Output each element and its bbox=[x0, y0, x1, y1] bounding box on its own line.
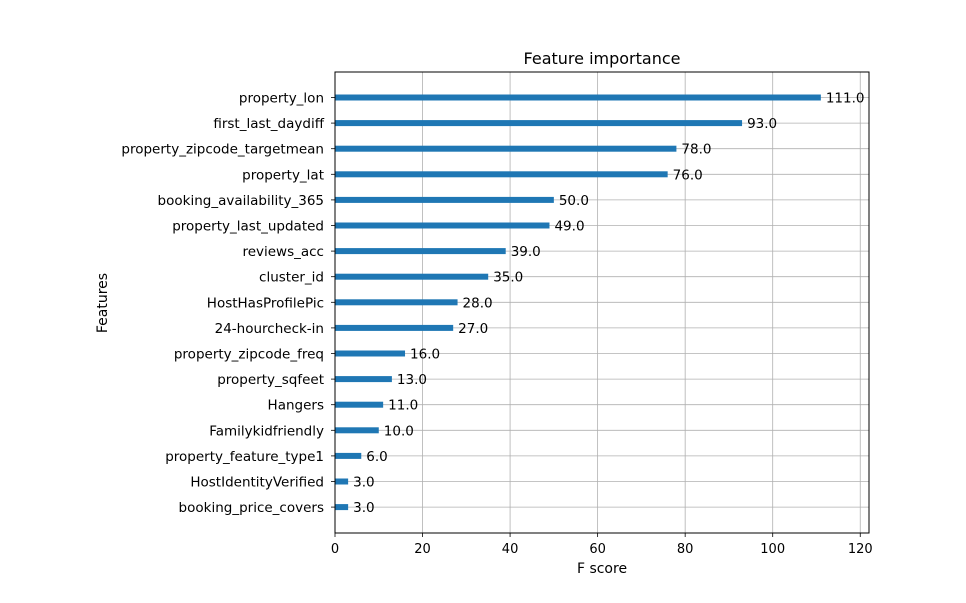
x-tick-label: 100 bbox=[760, 542, 785, 557]
y-tick-label: 24-hourcheck-in bbox=[215, 321, 324, 337]
bar-value-label: 3.0 bbox=[353, 500, 374, 516]
label-layer: property_lon 111.0 first_last_daydiff 93.0 p… bbox=[121, 91, 864, 517]
y-tick-label: first_last_daydiff bbox=[213, 116, 324, 132]
bar bbox=[335, 324, 454, 331]
bar-value-label: 13.0 bbox=[397, 372, 427, 388]
y-tick-label: property_last_updated bbox=[172, 219, 324, 235]
x-tick-label: 60 bbox=[589, 542, 606, 557]
bar bbox=[335, 376, 392, 383]
bar bbox=[335, 427, 379, 434]
y-tick-label: property_zipcode_freq bbox=[174, 347, 324, 363]
x-tick-label: 0 bbox=[331, 542, 339, 557]
y-tick-label: booking_price_covers bbox=[179, 500, 324, 516]
bar bbox=[335, 145, 677, 152]
bar bbox=[335, 222, 550, 229]
bar-layer bbox=[335, 94, 821, 511]
x-tick-label: 80 bbox=[677, 542, 694, 557]
bar bbox=[335, 120, 743, 127]
bar-value-label: 11.0 bbox=[388, 398, 418, 414]
bar bbox=[335, 401, 384, 408]
bar bbox=[335, 452, 362, 459]
y-tick-label: cluster_id bbox=[259, 270, 324, 286]
y-tick-label: HostIdentityVerified bbox=[190, 475, 324, 491]
bar-value-label: 78.0 bbox=[681, 142, 711, 158]
bar-value-label: 76.0 bbox=[673, 167, 703, 183]
bar bbox=[335, 171, 668, 178]
bar bbox=[335, 94, 821, 101]
bar bbox=[335, 299, 458, 306]
bar-value-label: 28.0 bbox=[463, 295, 493, 311]
y-axis-label: Features bbox=[95, 273, 111, 333]
bar bbox=[335, 248, 506, 255]
bar-value-label: 111.0 bbox=[826, 91, 865, 107]
y-tick-label: property_lon bbox=[239, 91, 324, 107]
x-tick-label: 20 bbox=[414, 542, 431, 557]
y-tick-label: property_sqfeet bbox=[217, 372, 324, 388]
x-axis-label: F score bbox=[577, 561, 627, 577]
y-tick-label: property_zipcode_targetmean bbox=[121, 142, 324, 158]
tick-layer: 0 20 40 60 80 100 120 bbox=[331, 97, 873, 557]
y-tick-label: property_feature_type1 bbox=[165, 449, 324, 465]
bar bbox=[335, 196, 554, 203]
chart-title: Feature importance bbox=[524, 49, 681, 68]
y-tick-label: Familykidfriendly bbox=[209, 423, 324, 439]
bar-value-label: 49.0 bbox=[554, 219, 584, 235]
bar-value-label: 3.0 bbox=[353, 475, 374, 491]
bar bbox=[335, 504, 349, 511]
y-tick-label: reviews_acc bbox=[242, 244, 324, 260]
bar-value-label: 27.0 bbox=[458, 321, 488, 337]
bar-value-label: 16.0 bbox=[410, 347, 440, 363]
y-tick-label: Hangers bbox=[268, 398, 324, 414]
bar-value-label: 35.0 bbox=[493, 270, 523, 286]
x-tick-label: 40 bbox=[502, 542, 519, 557]
bar-value-label: 39.0 bbox=[511, 244, 541, 260]
y-tick-label: HostHasProfilePic bbox=[207, 295, 324, 311]
bar-value-label: 50.0 bbox=[559, 193, 589, 209]
y-tick-label: property_lat bbox=[242, 167, 324, 183]
bar bbox=[335, 273, 489, 280]
bar-value-label: 10.0 bbox=[384, 423, 414, 439]
bar bbox=[335, 478, 349, 485]
bar-value-label: 6.0 bbox=[366, 449, 387, 465]
x-tick-label: 120 bbox=[848, 542, 873, 557]
bar bbox=[335, 350, 406, 357]
bar-value-label: 93.0 bbox=[747, 116, 777, 132]
y-tick-label: booking_availability_365 bbox=[158, 193, 324, 209]
